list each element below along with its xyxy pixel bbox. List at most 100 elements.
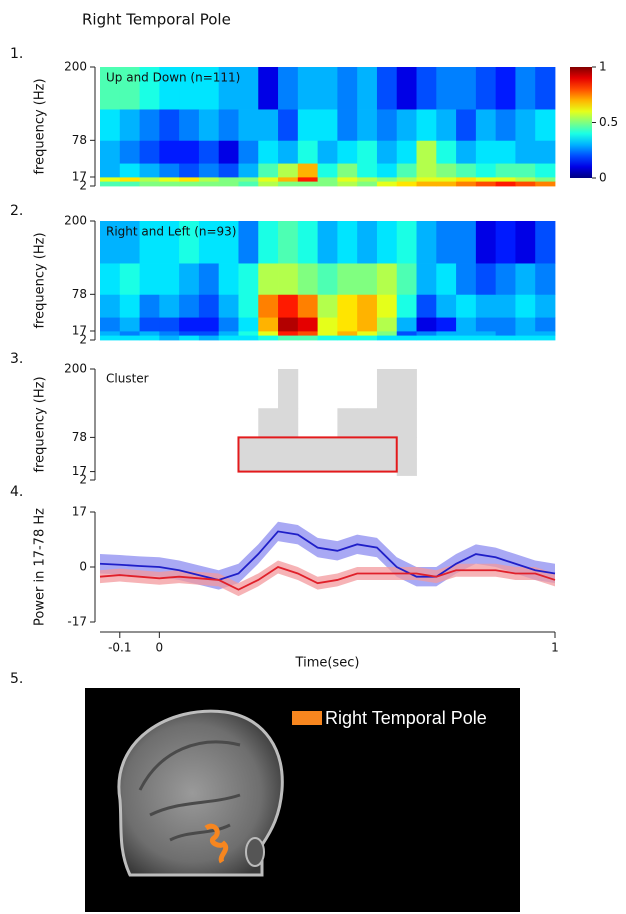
heatmap-cell — [417, 369, 437, 409]
heatmap-cell — [100, 109, 121, 141]
heatmap-cell — [475, 181, 497, 187]
heatmap-cell — [119, 176, 140, 182]
heatmap-cell — [139, 317, 160, 332]
panel-label: 4. — [10, 484, 23, 500]
heatmap-cell — [515, 317, 536, 332]
heatmap-cell — [337, 294, 358, 318]
heatmap-cell — [376, 67, 398, 110]
heatmap-cell — [515, 408, 535, 438]
heatmap-cell — [317, 263, 338, 295]
heatmap-cell — [337, 263, 358, 295]
heatmap-cell — [456, 221, 477, 264]
heatmap-cell — [218, 317, 239, 332]
heatmap-cell — [436, 335, 457, 341]
heatmap-cell — [258, 109, 279, 141]
x-tick-label: -0.1 — [108, 641, 131, 655]
heatmap-cell — [317, 437, 338, 460]
colorbar-tick-label: 1 — [599, 60, 607, 74]
heatmap-cell — [376, 317, 398, 332]
heatmap-cell — [139, 335, 160, 341]
brain-outline — [117, 709, 284, 877]
heatmap-cell — [436, 109, 457, 141]
y-tick-label: 78 — [72, 287, 87, 301]
heatmap-cell — [278, 221, 299, 264]
y-tick-label: -17 — [67, 615, 87, 629]
heatmap-cell — [258, 317, 279, 332]
heatmap-cell — [337, 458, 358, 472]
heatmap-cell — [317, 109, 338, 141]
heatmap-cell — [475, 294, 497, 318]
heatmap-cell — [456, 109, 477, 141]
heatmap-cell — [159, 67, 180, 110]
heatmap-cell — [396, 176, 417, 182]
line — [99, 566, 556, 591]
heatmap-cell — [297, 263, 319, 295]
y-axis-label: Power in 17-78 Hz — [33, 508, 48, 626]
heatmap-cell — [258, 458, 279, 472]
heatmap-cell — [297, 109, 319, 141]
y-tick-label: 2 — [79, 473, 87, 487]
heatmap-cell — [297, 140, 319, 164]
y-tick-label: 0 — [79, 560, 87, 574]
heatmap-cell — [475, 67, 497, 110]
heatmap-cell — [218, 176, 239, 182]
heatmap-cell — [100, 176, 121, 182]
heatmap-cell — [396, 221, 417, 264]
heatmap-cell — [396, 109, 417, 141]
heatmap-cell — [376, 181, 398, 187]
heatmap-cell — [278, 163, 299, 178]
heatmap-cell — [417, 472, 437, 476]
heatmap-cell — [198, 163, 220, 178]
heatmap-cell — [436, 437, 456, 459]
heatmap-cell — [376, 408, 398, 438]
heatmap-cell — [337, 437, 358, 460]
heatmap-cell — [278, 317, 299, 332]
heatmap-cell — [258, 408, 279, 438]
heatmap-cell — [119, 163, 140, 178]
heatmap-cell — [100, 67, 121, 110]
heatmap-cell — [357, 109, 378, 141]
heatmap-cell — [317, 140, 338, 164]
legend-swatch — [292, 711, 322, 725]
heatmap-cell — [535, 109, 556, 141]
heatmap-cell — [219, 369, 239, 409]
heatmap-cell — [218, 263, 239, 295]
heatmap-cell — [258, 476, 278, 481]
heatmap-cell — [219, 472, 239, 476]
heatmap-cell — [139, 294, 160, 318]
heatmap-cell — [515, 459, 535, 472]
heatmap-cell — [456, 181, 477, 187]
heatmap-cell — [416, 181, 437, 187]
heatmap-cell — [475, 109, 497, 141]
heatmap-cell — [535, 335, 556, 341]
heatmap-cell — [535, 369, 555, 409]
y-axis-label: frequency (Hz) — [33, 232, 48, 328]
heatmap-cell — [318, 476, 338, 481]
heatmap-cell — [496, 369, 516, 409]
heatmap-cell — [515, 109, 536, 141]
heatmap-cell — [278, 263, 299, 295]
heatmap-cell — [120, 437, 140, 459]
heatmap-cell — [436, 330, 457, 336]
heatmap-cell — [357, 369, 377, 409]
heatmap-cell — [218, 109, 239, 141]
heatmap-cell — [139, 330, 160, 336]
heatmap-cell — [258, 140, 279, 164]
heatmap-cell — [238, 458, 259, 472]
heatmap-cell — [496, 437, 516, 459]
heatmap-cell — [515, 176, 536, 182]
heatmap-cell — [199, 459, 219, 472]
heatmap-cell — [199, 437, 219, 459]
heatmap-cell — [396, 317, 417, 332]
heatmap-cell — [238, 369, 258, 409]
heatmap-cell — [258, 330, 279, 336]
y-tick-label: 200 — [64, 60, 87, 74]
heatmap-cell — [317, 163, 338, 178]
heatmap-cell — [119, 67, 140, 110]
heatmap-cell — [159, 181, 180, 187]
heatmap-cell — [535, 181, 556, 187]
heatmap-cell — [219, 476, 239, 481]
heatmap-cell — [456, 472, 476, 476]
heatmap-cell — [100, 472, 120, 476]
